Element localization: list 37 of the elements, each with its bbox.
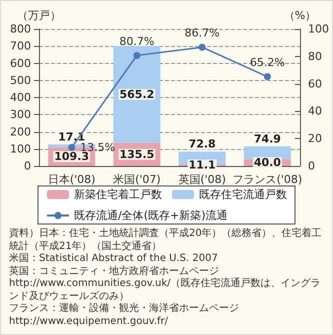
y2-tick-label: 60	[308, 77, 322, 90]
text: 資料）日本：住宅・土地統計調査（平成20年）（総務省）、住宅着工統計（平成21年）（国土交通省）	[9, 228, 323, 252]
x-tick-label: フランス('08)	[232, 173, 302, 186]
legend-label: 新築住宅着工戸数	[74, 188, 162, 201]
y-tick-label: 600	[10, 56, 31, 70]
y-axis-title: （万戸）	[17, 9, 61, 22]
y-tick-label: 400	[10, 91, 31, 104]
y2-tick-label: 0	[308, 160, 316, 172]
legend-label: 既存住宅流通戸数	[199, 188, 287, 201]
y-tick-label: 300	[10, 108, 31, 122]
y2-tick-label: 20	[308, 132, 322, 146]
y2-axis-title: （%）	[284, 9, 316, 22]
y-tick-label: 800	[10, 22, 31, 36]
text: 米国：Statistical Abstract of the U.S. 2007	[9, 253, 219, 266]
data-label: 74.9	[254, 132, 281, 146]
y-tick-label: 200	[10, 125, 31, 138]
data-label: 80.7%	[119, 34, 154, 48]
text: フランス：運輸・設備・観光・海洋省ホームページ http://www.equipement.gouv.fr/	[9, 303, 240, 328]
legend-label: 既存流通/全体(既存+新築)流通	[74, 209, 228, 222]
y-tick-label: 500	[10, 74, 31, 87]
y-tick-label: 100	[10, 142, 31, 156]
y-tick-label: 0	[24, 160, 31, 172]
x-tick-label: 英国('08)	[178, 173, 226, 186]
data-label: 86.7%	[184, 26, 220, 40]
data-label: 40.0	[254, 156, 282, 170]
x-tick-label: 米国('07)	[113, 173, 161, 186]
y2-tick-label: 80	[308, 50, 322, 63]
text: 英国：コミュニティ・地方政府省ホームページ http://www.communities.gov.uk/（既存住宅流通戸数は、イングランド及びウェールズのみ）	[9, 266, 322, 302]
data-label: 11.1	[188, 158, 216, 172]
data-label: 565.2	[119, 88, 154, 101]
y-tick-label: 700	[10, 40, 31, 53]
x-tick-label: 日本('08)	[48, 173, 96, 186]
data-label: 72.8	[188, 138, 216, 151]
y2-tick-label: 40	[308, 104, 322, 118]
y2-tick-label: 100	[308, 22, 330, 36]
data-label: 65.2%	[250, 56, 285, 70]
data-label: 135.5	[119, 148, 154, 161]
